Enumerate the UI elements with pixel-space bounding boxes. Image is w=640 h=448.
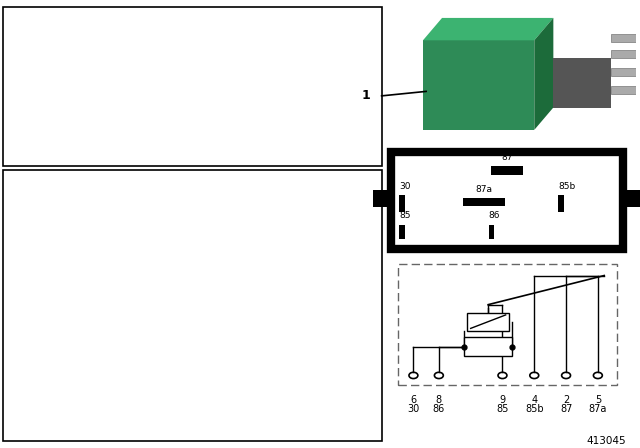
- Text: 86: 86: [489, 211, 500, 220]
- Text: 87: 87: [560, 404, 572, 414]
- Text: 85b: 85b: [525, 404, 543, 414]
- Bar: [467, 313, 509, 331]
- Bar: [623, 190, 640, 207]
- Bar: [399, 224, 405, 239]
- Text: 30: 30: [399, 182, 411, 191]
- Bar: [464, 337, 512, 356]
- Bar: [397, 264, 617, 385]
- Text: 30: 30: [407, 404, 420, 414]
- Text: 8: 8: [436, 395, 442, 405]
- Text: 6: 6: [410, 395, 417, 405]
- Text: 2: 2: [563, 395, 569, 405]
- Bar: [611, 86, 640, 94]
- Polygon shape: [534, 18, 554, 130]
- Text: 1: 1: [362, 89, 370, 103]
- Text: 5: 5: [595, 395, 601, 405]
- Text: 87a: 87a: [589, 404, 607, 414]
- Bar: [611, 68, 640, 76]
- Text: 413045: 413045: [587, 436, 627, 446]
- Text: 86: 86: [433, 404, 445, 414]
- Bar: [391, 152, 623, 249]
- Text: 87: 87: [502, 153, 513, 162]
- Bar: [394, 9, 623, 143]
- Bar: [3, 7, 381, 166]
- Bar: [463, 198, 505, 206]
- Bar: [611, 50, 640, 58]
- Polygon shape: [423, 18, 554, 40]
- Bar: [373, 190, 391, 207]
- Bar: [399, 195, 405, 212]
- Bar: [558, 195, 564, 212]
- Bar: [489, 224, 495, 239]
- Bar: [3, 170, 381, 441]
- Bar: [491, 166, 524, 176]
- Text: 85: 85: [496, 404, 509, 414]
- Bar: [423, 40, 534, 130]
- Text: 4: 4: [531, 395, 538, 405]
- Text: 85b: 85b: [558, 182, 575, 191]
- Text: 9: 9: [499, 395, 506, 405]
- Bar: [554, 58, 611, 108]
- Bar: [611, 34, 640, 42]
- Text: 87a: 87a: [476, 185, 493, 194]
- Text: 85: 85: [399, 211, 411, 220]
